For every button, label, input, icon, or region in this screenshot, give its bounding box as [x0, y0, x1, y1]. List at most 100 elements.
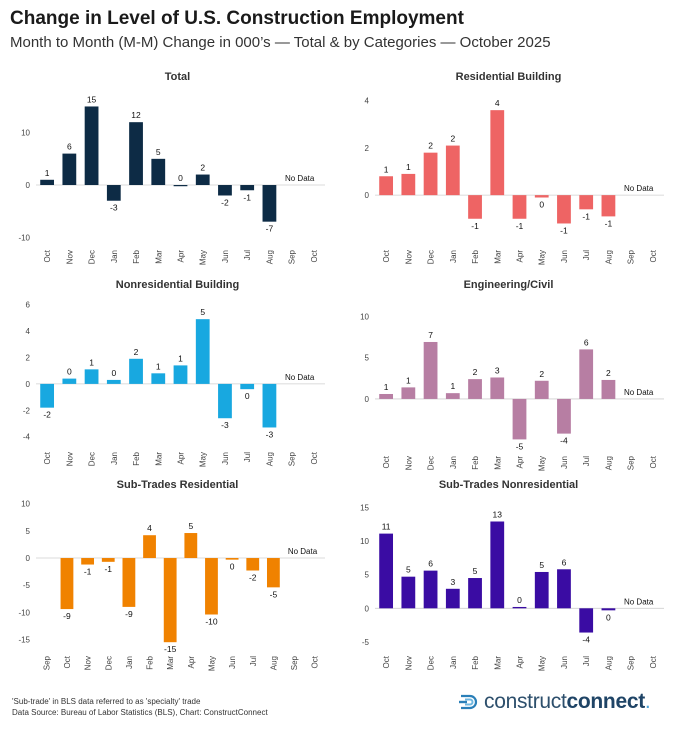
- logo-text-light: construct: [484, 690, 567, 713]
- panel-title: Engineering/Civil: [464, 279, 554, 291]
- bar: [151, 158, 166, 186]
- x-tick-label: Apr: [516, 656, 525, 669]
- data-label: 1: [156, 361, 161, 371]
- x-tick-label: May: [199, 452, 208, 467]
- y-tick-label: -5: [362, 638, 370, 647]
- bar: [379, 533, 394, 609]
- data-label: -9: [125, 609, 133, 619]
- bar: [557, 195, 571, 224]
- data-label: 0: [517, 595, 522, 605]
- data-label: -7: [266, 224, 274, 234]
- x-tick-label: Jun: [221, 452, 230, 465]
- x-tick-label: Jan: [449, 656, 458, 669]
- data-label: 3: [495, 365, 500, 375]
- x-tick-label: Jun: [560, 456, 569, 469]
- data-label: -3: [221, 420, 229, 430]
- data-label: 5: [156, 147, 161, 157]
- bar: [379, 176, 394, 196]
- data-label: 6: [428, 559, 433, 569]
- bar: [173, 365, 188, 384]
- bar: [218, 185, 232, 196]
- data-label: -1: [104, 564, 112, 574]
- bar: [579, 608, 594, 633]
- x-tick-label: Nov: [404, 656, 413, 670]
- x-tick-label: Dec: [427, 656, 436, 670]
- data-label: 1: [178, 353, 183, 363]
- x-tick-label: Apr: [187, 656, 196, 669]
- x-tick-label: Dec: [427, 456, 436, 470]
- data-label: -1: [243, 192, 251, 202]
- data-label: -2: [43, 410, 51, 420]
- data-label: -1: [582, 211, 590, 221]
- data-label: -5: [516, 441, 524, 451]
- chart-engineering-civil: Engineering/Civil 0 5 10 1 Oct 1 Nov 7 Dec 1 Jan 2 Fe…: [360, 279, 664, 471]
- x-tick-label: Dec: [88, 452, 97, 466]
- x-tick-label: Mar: [154, 250, 163, 264]
- x-tick-label: Jan: [110, 250, 119, 263]
- y-tick-label: 0: [26, 380, 31, 389]
- y-tick-label: 0: [365, 191, 370, 200]
- data-label: 6: [562, 557, 567, 567]
- bar: [490, 521, 505, 609]
- x-tick-label: May: [538, 656, 547, 671]
- bar: [534, 571, 549, 609]
- x-tick-label: Jan: [449, 456, 458, 469]
- x-tick-label: Mar: [493, 656, 502, 670]
- x-tick-label: Jun: [560, 656, 569, 669]
- data-label: 5: [539, 560, 544, 570]
- data-label: 2: [134, 347, 139, 357]
- bar: [240, 185, 255, 191]
- bar: [40, 179, 55, 186]
- data-label: 0: [539, 200, 544, 210]
- panel-title: Total: [165, 71, 190, 83]
- x-tick-label: Jul: [243, 250, 252, 260]
- x-tick-label: Oct: [310, 249, 319, 262]
- x-tick-label: Dec: [104, 656, 113, 670]
- x-tick-label: Oct: [649, 249, 658, 262]
- data-label: 2: [450, 134, 455, 144]
- data-label: -3: [266, 429, 274, 439]
- chart-sub-trades-residential: Sub-Trades Residential-15-10-50510Sep-9O…: [18, 479, 325, 671]
- page-subtitle: Month to Month (M-M) Change in 000’s — T…: [10, 34, 551, 51]
- y-tick-label: 4: [365, 97, 370, 106]
- bar: [468, 379, 482, 399]
- bar: [579, 195, 594, 210]
- y-tick-label: 0: [365, 604, 370, 613]
- x-tick-label: Jul: [243, 452, 252, 462]
- x-tick-label: Jun: [221, 250, 230, 263]
- bar: [401, 387, 416, 399]
- bar: [163, 558, 177, 643]
- page-title: Change in Level of U.S. Construction Emp…: [10, 8, 464, 29]
- data-label: 5: [188, 521, 193, 531]
- x-tick-label: Feb: [132, 249, 141, 263]
- y-tick-label: 5: [26, 527, 31, 536]
- x-tick-label: Aug: [269, 656, 278, 670]
- bar: [62, 153, 77, 186]
- x-tick-label: Jan: [449, 250, 458, 263]
- x-tick-label: Feb: [146, 655, 155, 669]
- data-label: 2: [200, 163, 205, 173]
- x-tick-label: Dec: [427, 250, 436, 264]
- x-tick-label: Sep: [627, 455, 636, 470]
- no-data-label: No Data: [624, 597, 654, 606]
- bar: [101, 558, 115, 562]
- bar: [262, 185, 277, 222]
- x-tick-label: Sep: [288, 451, 297, 466]
- x-tick-label: Oct: [382, 655, 391, 668]
- x-tick-label: Mar: [493, 456, 502, 470]
- data-label: 12: [131, 110, 141, 120]
- data-label: -10: [205, 617, 218, 627]
- bar: [84, 106, 99, 186]
- x-tick-label: Apr: [177, 250, 186, 263]
- bar: [534, 195, 549, 198]
- panel-title: Sub-Trades Residential: [117, 479, 239, 491]
- data-label: 2: [473, 367, 478, 377]
- x-tick-label: Nov: [404, 250, 413, 264]
- bar: [379, 393, 394, 399]
- bar: [81, 558, 95, 565]
- no-data-label: No Data: [624, 184, 654, 193]
- panel-title: Residential Building: [456, 71, 562, 83]
- data-label: -1: [605, 218, 613, 228]
- bar: [490, 110, 505, 196]
- bar: [512, 398, 527, 440]
